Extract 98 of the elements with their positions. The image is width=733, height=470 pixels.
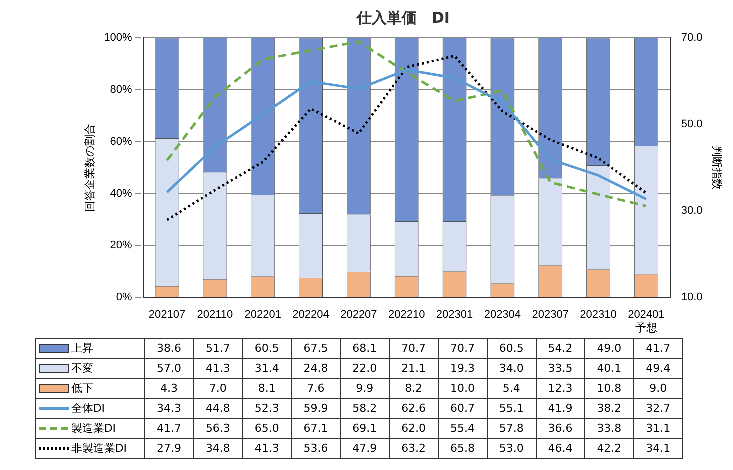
y-tick-label: 40% bbox=[110, 188, 133, 200]
x-tick-label: 202401 予想 bbox=[628, 309, 665, 334]
line-series bbox=[166, 54, 648, 222]
data-label: 60.7 bbox=[438, 398, 488, 418]
x-tick-label: 202207 bbox=[340, 309, 378, 322]
data-label: 44.8 bbox=[194, 398, 243, 418]
data-label: 19.3 bbox=[438, 358, 488, 378]
chart-title: 仕入単価 DI bbox=[356, 8, 450, 27]
y2-tick-label: 10.0 bbox=[681, 292, 703, 304]
data-label: 54.2 bbox=[536, 338, 585, 358]
data-label: 59.9 bbox=[292, 398, 340, 418]
data-label: 52.3 bbox=[242, 398, 292, 418]
data-label: 51.7 bbox=[194, 338, 243, 358]
data-label: 33.5 bbox=[536, 358, 585, 378]
x-tick-label: 202204 bbox=[292, 309, 330, 322]
data-label: 10.0 bbox=[438, 378, 488, 398]
data-label: 12.3 bbox=[536, 378, 585, 398]
x-tick-label: 202201 bbox=[244, 309, 282, 322]
x-tick-label: 202110 bbox=[197, 309, 234, 322]
data-label: 69.1 bbox=[340, 418, 390, 438]
x-tick-label: 202301 bbox=[436, 309, 474, 322]
legend-label: 製造業DI bbox=[36, 418, 145, 438]
legend-label: 上昇 bbox=[36, 338, 145, 358]
data-label: 33.8 bbox=[584, 418, 634, 438]
data-label: 41.7 bbox=[144, 418, 194, 438]
data-label: 22.0 bbox=[340, 358, 390, 378]
data-label: 62.6 bbox=[389, 398, 438, 418]
data-label: 65.0 bbox=[242, 418, 292, 438]
data-label: 58.2 bbox=[340, 398, 390, 418]
data-label: 42.2 bbox=[584, 438, 634, 458]
data-label: 57.8 bbox=[487, 418, 536, 438]
data-label: 8.1 bbox=[242, 378, 292, 398]
data-label: 57.0 bbox=[144, 358, 194, 378]
data-label: 60.5 bbox=[242, 338, 292, 358]
x-tick-label: 202307 bbox=[532, 309, 569, 322]
y2-tick-label: 30.0 bbox=[681, 205, 703, 218]
data-label: 5.4 bbox=[487, 378, 536, 398]
data-label: 8.2 bbox=[389, 378, 438, 398]
line-series bbox=[166, 40, 648, 208]
data-label: 63.2 bbox=[389, 438, 438, 458]
y-tick-label: 80% bbox=[110, 84, 133, 96]
data-label: 41.7 bbox=[634, 338, 683, 358]
data-label: 9.0 bbox=[634, 378, 683, 398]
x-tick-label: 202107 bbox=[148, 309, 186, 322]
data-label: 70.7 bbox=[389, 338, 438, 358]
data-label: 34.8 bbox=[194, 438, 243, 458]
data-label: 38.2 bbox=[584, 398, 634, 418]
y-tick-label: 20% bbox=[110, 240, 133, 252]
legend-label: 全体DI bbox=[36, 398, 145, 418]
y-tick-label: 60% bbox=[110, 136, 133, 148]
data-label: 65.8 bbox=[438, 438, 488, 458]
data-label: 49.4 bbox=[634, 358, 683, 378]
data-label: 68.1 bbox=[340, 338, 390, 358]
legend-label: 不変 bbox=[36, 358, 145, 378]
data-label: 7.6 bbox=[292, 378, 340, 398]
data-label: 34.1 bbox=[634, 438, 683, 458]
data-label: 34.3 bbox=[144, 398, 194, 418]
data-label: 27.9 bbox=[144, 438, 194, 458]
data-label: 24.8 bbox=[292, 358, 340, 378]
data-label: 38.6 bbox=[144, 338, 194, 358]
data-label: 62.0 bbox=[389, 418, 438, 438]
data-label: 4.3 bbox=[144, 378, 194, 398]
data-label: 55.4 bbox=[438, 418, 488, 438]
data-label: 56.3 bbox=[194, 418, 243, 438]
data-label: 9.9 bbox=[340, 378, 390, 398]
y-tick-label: 0% bbox=[116, 292, 133, 304]
data-label: 53.6 bbox=[292, 438, 340, 458]
data-label: 53.0 bbox=[487, 438, 536, 458]
data-label: 31.4 bbox=[242, 358, 292, 378]
y-axis-title: 回答企業数の割合 bbox=[84, 124, 97, 212]
legend-label: 低下 bbox=[36, 378, 145, 398]
data-label: 40.1 bbox=[584, 358, 634, 378]
data-label: 67.5 bbox=[292, 338, 340, 358]
y2-axis-title: 判断指数 bbox=[710, 146, 724, 190]
data-label: 10.8 bbox=[584, 378, 634, 398]
data-label: 60.5 bbox=[487, 338, 536, 358]
data-label: 31.1 bbox=[634, 418, 683, 438]
y-tick-label: 100% bbox=[104, 32, 133, 44]
data-label: 41.9 bbox=[536, 398, 585, 418]
data-label: 21.1 bbox=[389, 358, 438, 378]
data-label: 41.3 bbox=[242, 438, 292, 458]
data-label: 67.1 bbox=[292, 418, 340, 438]
data-label: 49.0 bbox=[584, 338, 634, 358]
y2-tick-label: 50.0 bbox=[681, 118, 703, 131]
legend-label: 非製造業DI bbox=[36, 438, 145, 458]
data-label: 70.7 bbox=[438, 338, 488, 358]
data-label: 41.3 bbox=[194, 358, 243, 378]
data-label: 55.1 bbox=[487, 398, 536, 418]
data-label: 34.0 bbox=[487, 358, 536, 378]
data-label: 7.0 bbox=[194, 378, 243, 398]
data-label: 32.7 bbox=[634, 398, 683, 418]
x-tick-label: 202310 bbox=[580, 309, 617, 322]
y2-tick-label: 70.0 bbox=[681, 32, 703, 44]
data-label: 47.9 bbox=[340, 438, 390, 458]
x-tick-label: 202304 bbox=[484, 309, 522, 322]
data-label: 36.6 bbox=[536, 418, 585, 438]
x-tick-label: 202210 bbox=[388, 309, 426, 322]
data-label: 46.4 bbox=[536, 438, 585, 458]
